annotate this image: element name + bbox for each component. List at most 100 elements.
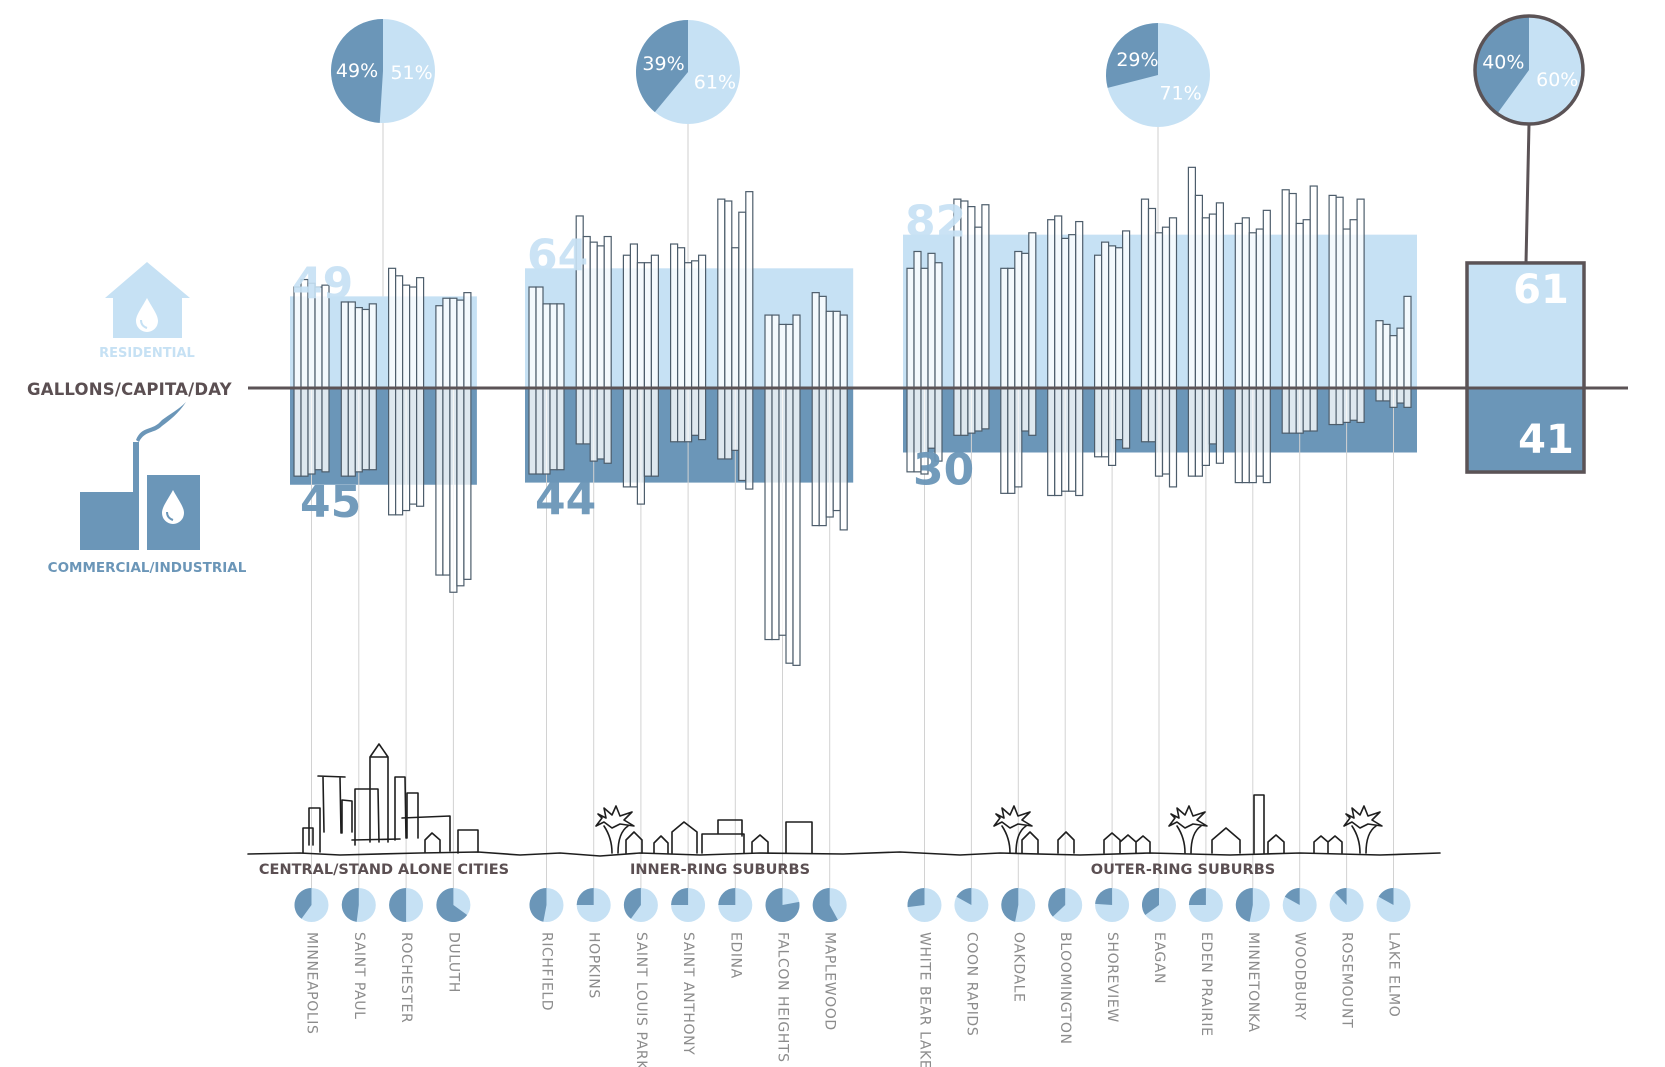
pie-commercial-slice xyxy=(765,888,800,922)
year-bar xyxy=(442,297,451,576)
city-bar-group xyxy=(1234,209,1271,484)
pie-commercial-slice xyxy=(294,888,312,919)
city-bar-group xyxy=(669,243,707,443)
year-bar xyxy=(717,198,726,460)
city-share-pie xyxy=(623,888,658,922)
year-bar xyxy=(435,305,444,576)
year-bar xyxy=(764,314,773,641)
group-average-labels: 49 45 64 44 82 30 xyxy=(292,197,974,528)
year-bar xyxy=(974,226,983,432)
outer-ring-sketch xyxy=(993,794,1383,854)
year-bar xyxy=(1342,228,1351,424)
year-bar xyxy=(307,282,316,475)
group-label: CENTRAL/STAND ALONE CITIES xyxy=(259,862,509,878)
commercial-legend: COMMERCIAL/INDUSTRIAL xyxy=(48,402,247,576)
pie-commercial-slice xyxy=(341,888,359,922)
group-share-pie: 39% 61% xyxy=(636,20,740,124)
year-bar xyxy=(676,247,686,443)
year-bar xyxy=(697,254,707,441)
ground-line xyxy=(247,851,1441,857)
city-share-pie xyxy=(389,888,424,922)
year-bar xyxy=(1114,247,1124,441)
city-bar-group xyxy=(811,292,848,531)
pie-commercial-slice xyxy=(436,888,468,923)
year-bar xyxy=(643,262,653,477)
year-bar xyxy=(724,200,733,460)
city-share-pie xyxy=(1235,888,1270,922)
city-bar-group xyxy=(575,215,612,464)
city-share-pie xyxy=(1376,888,1411,922)
city-share-pie xyxy=(718,888,753,922)
city-share-pie xyxy=(436,888,471,923)
palm-tree-3 xyxy=(1343,805,1383,854)
pie-commercial-slice xyxy=(1334,888,1347,905)
pie-commercial-slice xyxy=(812,888,838,922)
city-share-pie xyxy=(907,888,942,922)
year-bar xyxy=(1007,267,1016,494)
pie-commercial-slice xyxy=(1048,887,1066,917)
year-bar xyxy=(416,277,425,507)
city-label: SAINT PAUL xyxy=(351,932,367,1020)
year-bar xyxy=(669,243,679,443)
city-share-pie xyxy=(1282,888,1317,922)
year-bar xyxy=(934,262,943,462)
year-bar xyxy=(785,323,794,664)
overall-commercial-box xyxy=(1467,388,1584,473)
year-bar xyxy=(825,310,834,518)
pie-commercial-slice xyxy=(671,888,689,905)
overall-residential-box xyxy=(1467,262,1584,388)
city-label: EDINA xyxy=(727,932,743,979)
year-bar xyxy=(832,310,841,512)
pie-commercial-slice xyxy=(1095,888,1113,905)
overall-commercial-value: 41 xyxy=(1518,417,1574,463)
year-bar xyxy=(463,292,472,580)
overall-pie-leader xyxy=(1524,123,1531,263)
city-bar-group xyxy=(1000,232,1037,494)
city-share-pie xyxy=(812,888,847,922)
group-share-pie: 29%71% xyxy=(1106,23,1210,127)
city-label: OAKDALE xyxy=(1010,932,1026,1003)
city-label: HOPKINS xyxy=(586,932,602,999)
year-bar xyxy=(927,252,936,449)
city-share-pie xyxy=(954,888,989,922)
city-share-pie xyxy=(294,888,329,922)
overall-box-outline xyxy=(1465,261,1586,474)
pie-commercial-slice xyxy=(389,888,407,922)
city-label: MAPLEWOOD xyxy=(822,932,838,1031)
year-bar xyxy=(778,323,787,636)
year-bar xyxy=(1309,185,1318,432)
city-share-pie xyxy=(1095,888,1130,922)
factory-water-drop-icon xyxy=(80,402,200,550)
year-bar xyxy=(535,286,544,475)
city-label: SAINT ANTHONY xyxy=(680,932,696,1055)
year-bar xyxy=(1349,219,1358,421)
city-share-pie xyxy=(529,888,564,922)
city-bar-group xyxy=(1047,215,1084,497)
year-bar xyxy=(731,247,740,451)
year-bar xyxy=(321,284,330,473)
year-bar xyxy=(1389,335,1398,408)
residential-average-value: 64 xyxy=(527,230,588,281)
year-bar xyxy=(1281,189,1290,434)
residential-share-label: 60% xyxy=(1536,69,1578,91)
overall-residential-value: 61 xyxy=(1513,267,1569,313)
city-bar-group xyxy=(764,314,801,666)
year-bar xyxy=(792,314,801,666)
pie-commercial-slice xyxy=(623,888,641,919)
group-share-pie: 49% 51% xyxy=(330,19,435,123)
residential-share-label: 71% xyxy=(1159,83,1201,105)
year-bar xyxy=(1147,207,1157,443)
year-bar xyxy=(1093,254,1103,458)
year-bar xyxy=(839,314,848,531)
city-bar-group xyxy=(388,267,425,516)
residential-legend: RESIDENTIAL xyxy=(99,262,195,361)
year-bar xyxy=(1121,230,1131,449)
year-bar xyxy=(1000,267,1009,494)
year-bar xyxy=(388,267,397,516)
pie-commercial-slice xyxy=(1284,888,1300,905)
year-bar xyxy=(409,286,418,505)
city-label: COON RAPIDS xyxy=(963,932,979,1036)
year-bar xyxy=(1302,219,1311,432)
pie-commercial-slice xyxy=(529,888,547,922)
city-bar-group xyxy=(1093,230,1131,467)
